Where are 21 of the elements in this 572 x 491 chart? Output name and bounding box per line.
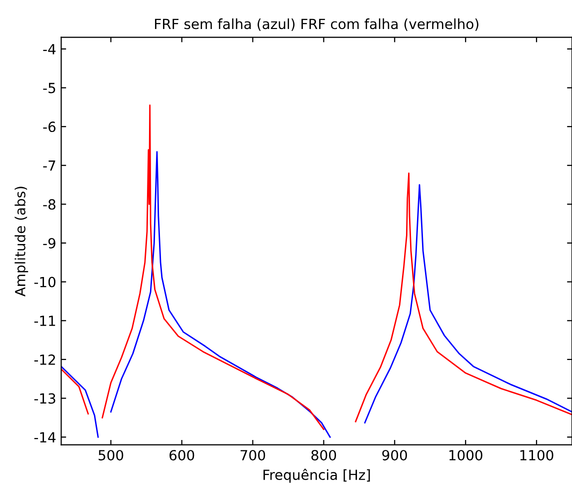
y-tick-label: -7 bbox=[43, 160, 56, 171]
y-tick-label: -9 bbox=[43, 238, 56, 248]
x-tick-label: 600 bbox=[170, 450, 194, 460]
x-axis-title: Frequência [Hz] bbox=[264, 468, 370, 483]
x-tick-label: 500 bbox=[98, 450, 124, 460]
y-tick-label: -12 bbox=[34, 354, 55, 365]
x-tick-label: 700 bbox=[240, 450, 266, 460]
y-tick-label: -4 bbox=[43, 44, 56, 54]
x-tick-label: 800 bbox=[311, 450, 336, 460]
chart-title: FRF sem falha (azul) FRF com falha (vermelho) bbox=[155, 18, 478, 31]
x-tick-label: 1000 bbox=[449, 450, 482, 460]
y-tick-label: -5 bbox=[43, 82, 56, 94]
y-tick-label: -6 bbox=[43, 122, 56, 132]
y-axis-title: Amplitude (abs) bbox=[14, 186, 28, 296]
x-tick-label: 1100 bbox=[520, 450, 554, 460]
y-tick-label: -8 bbox=[43, 199, 56, 210]
y-tick-label: -14 bbox=[34, 432, 56, 442]
y-tick-label: -10 bbox=[34, 276, 56, 288]
y-tick-label: -11 bbox=[34, 316, 56, 326]
y-tick-label: -13 bbox=[34, 393, 56, 404]
x-tick-label: 900 bbox=[382, 450, 407, 460]
